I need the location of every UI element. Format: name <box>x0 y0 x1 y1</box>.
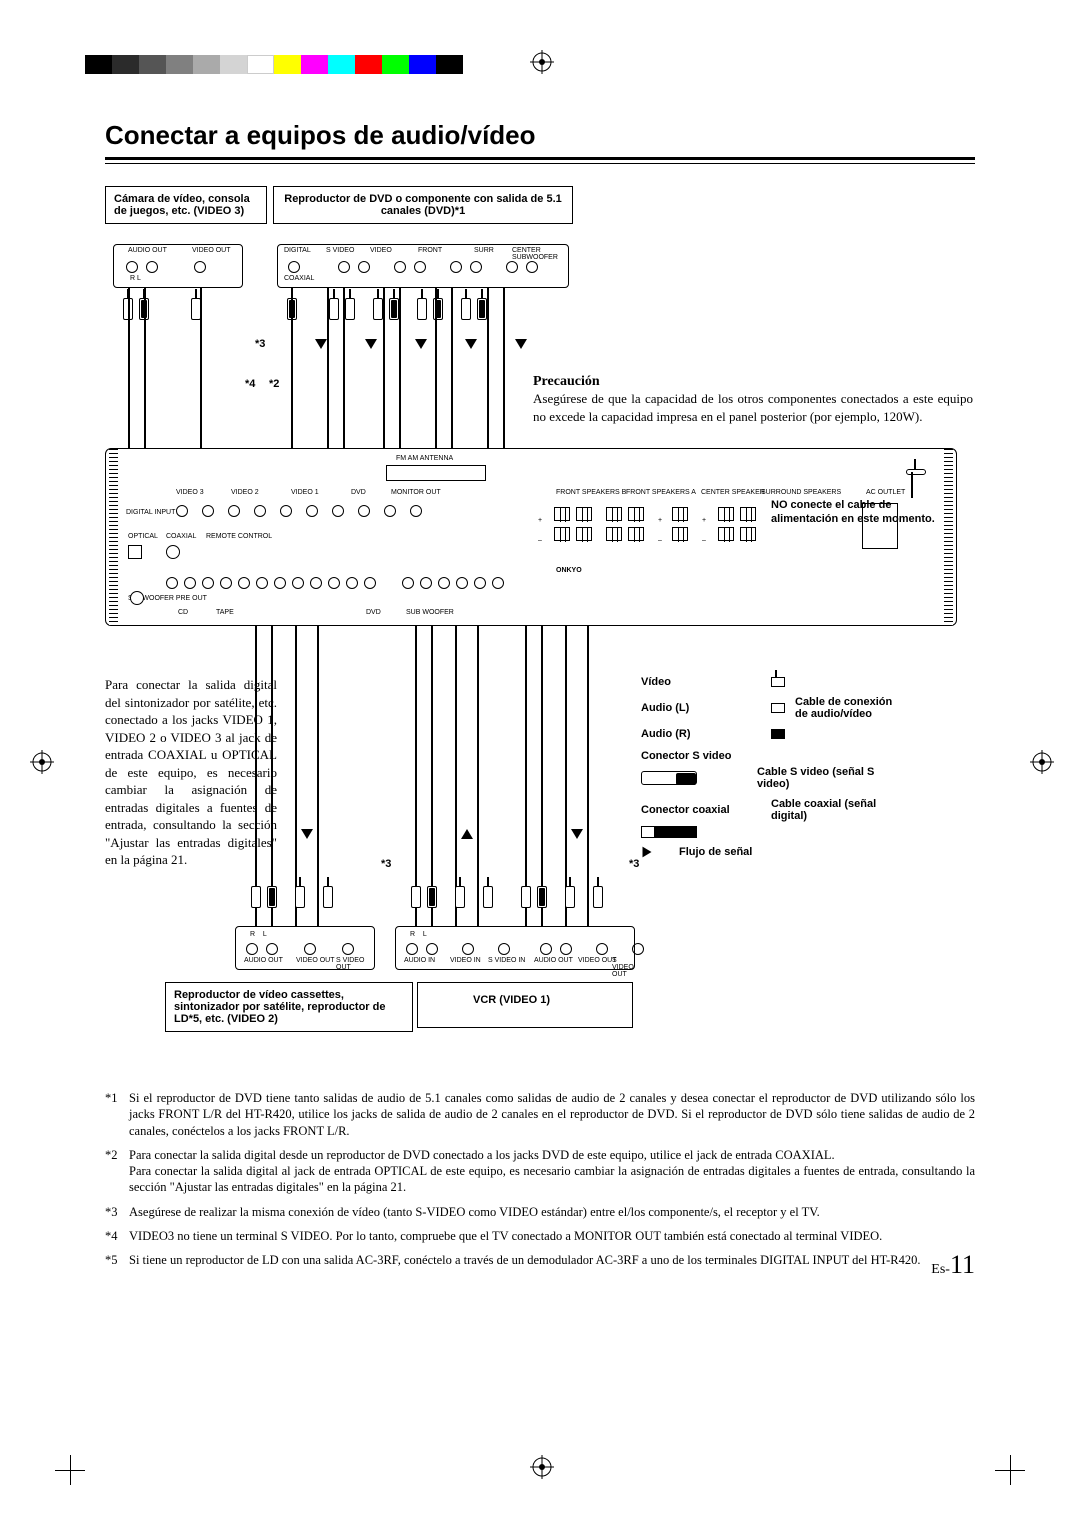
precaucion-block: Precaución Asegúrese de que la capacidad… <box>533 374 973 425</box>
footnote-5: Si tiene un reproductor de LD con una sa… <box>129 1252 920 1268</box>
footnote-4: VIDEO3 no tiene un terminal S VIDEO. Por… <box>129 1228 882 1244</box>
footnote-2: Para conectar la salida digital desde un… <box>129 1147 975 1196</box>
cable-legend: Vídeo Audio (L) Cable de conexión de aud… <box>641 676 971 866</box>
plugs-bottom-left <box>251 886 333 908</box>
plugs-video3 <box>123 298 201 320</box>
annot-star2: *2 <box>269 378 279 390</box>
crop-mark <box>995 1455 1025 1485</box>
footnote-1: Si el reproductor de DVD tiene tanto sal… <box>129 1090 975 1139</box>
flow-arrow <box>461 826 473 844</box>
flow-arrow <box>365 336 377 354</box>
page-content: Conectar a equipos de audio/vídeo Cámara… <box>105 120 975 1276</box>
device-vcr1: R L AUDIO IN VIDEO IN S VIDEO IN AUDIO O… <box>395 926 635 970</box>
flow-arrow <box>465 336 477 354</box>
annot-star3c: *3 <box>629 858 639 870</box>
footnotes: *1Si el reproductor de DVD tiene tanto s… <box>105 1090 975 1268</box>
box-dvd: Reproductor de DVD o componente con sali… <box>273 186 573 224</box>
flow-arrow <box>515 336 527 354</box>
annot-star3b: *3 <box>381 858 391 870</box>
page-number: Es-11 <box>931 1250 975 1280</box>
registration-mark-bottom <box>530 1455 554 1479</box>
registration-mark-right <box>1030 750 1054 774</box>
flow-arrow <box>315 336 327 354</box>
box-vcr2-caption: Reproductor de vídeo cassettes, sintoniz… <box>165 982 413 1032</box>
callout-no-connect: NO conecte el cable de alimentación en e… <box>771 498 941 527</box>
plugs-bottom-mid <box>411 886 493 908</box>
device-video2: R L AUDIO OUT VIDEO OUT S VIDEO OUT <box>235 926 375 970</box>
flow-arrow <box>301 826 313 844</box>
annot-star3: *3 <box>255 338 265 350</box>
registration-mark-left <box>30 750 54 774</box>
device-video3: AUDIO OUT VIDEO OUT R L <box>113 244 243 288</box>
precaucion-text: Asegúrese de que la capacidad de los otr… <box>533 390 973 425</box>
device-dvd: DIGITAL S VIDEO VIDEO FRONT SURR CENTER … <box>277 244 569 288</box>
annot-star4: *4 <box>245 378 255 390</box>
title-rule <box>105 163 975 164</box>
crop-mark <box>55 1455 85 1485</box>
box-camera-video3: Cámara de vídeo, consola de juegos, etc.… <box>105 186 267 224</box>
registration-mark-top <box>530 50 554 74</box>
body-text-left: Para conectar la salida digital del sint… <box>105 676 277 869</box>
receiver-rear-panel: FM AM ANTENNA VIDEO 3 VIDEO 2 VIDEO 1 DV… <box>105 448 957 626</box>
flow-arrow <box>571 826 583 844</box>
footnote-3: Asegúrese de realizar la misma conexión … <box>129 1204 820 1220</box>
plugs-dvd <box>287 298 487 320</box>
plugs-bottom-right <box>521 886 603 908</box>
connection-diagram: Cámara de vídeo, consola de juegos, etc.… <box>105 186 975 1076</box>
page-title: Conectar a equipos de audio/vídeo <box>105 120 975 160</box>
precaucion-heading: Precaución <box>533 374 973 390</box>
print-color-bar <box>85 55 463 74</box>
flow-arrow <box>415 336 427 354</box>
